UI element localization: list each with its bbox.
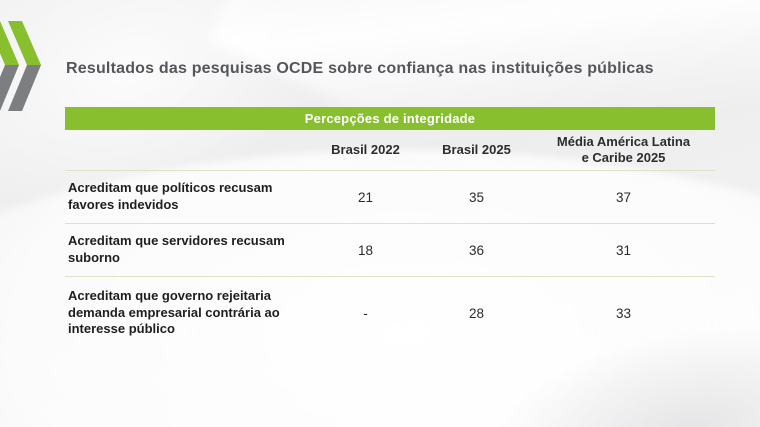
cell-value: - (363, 305, 368, 321)
table-row: Acreditam que governo rejeitaria demanda… (65, 277, 715, 349)
column-header-brasil-2025: Brasil 2025 (442, 141, 511, 157)
row-label: Acreditam que governo rejeitaria demanda… (68, 287, 280, 337)
column-header-media-latam: Média América Latina e Caribe 2025 (556, 133, 691, 165)
cell-value: 36 (468, 242, 485, 258)
cell-value: 37 (615, 189, 632, 205)
table-row: Acreditam que servidores recusam suborno… (65, 224, 715, 277)
oecd-chevrons-logo (0, 21, 41, 111)
table-row: Acreditam que políticos recusam favores … (65, 171, 715, 224)
cell-value: 33 (615, 305, 632, 321)
cell-value: 21 (357, 189, 374, 205)
row-label: Acreditam que políticos recusam favores … (68, 180, 273, 212)
cell-value: 35 (468, 189, 485, 205)
cell-value: 18 (357, 242, 374, 258)
cell-value: 28 (468, 305, 485, 321)
row-label: Acreditam que servidores recusam suborno (68, 233, 285, 265)
integrity-table: Percepções de integridade Brasil 2022 Br… (65, 107, 715, 349)
cell-value: 31 (615, 242, 632, 258)
table-column-header-row: Brasil 2022 Brasil 2025 Média América La… (65, 130, 715, 171)
column-header-brasil-2022: Brasil 2022 (331, 141, 400, 157)
page-title: Resultados das pesquisas OCDE sobre conf… (66, 60, 654, 77)
table-title: Percepções de integridade (304, 111, 476, 126)
table-header-bar: Percepções de integridade (65, 107, 715, 130)
